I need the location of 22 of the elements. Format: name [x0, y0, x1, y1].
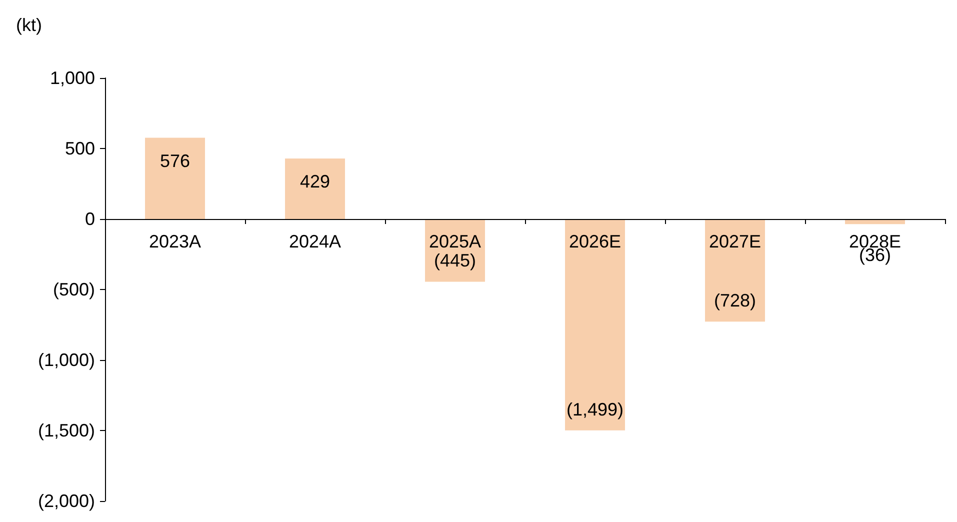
x-tick-label: 2027E: [708, 231, 762, 252]
data-label: (728): [714, 290, 756, 311]
bar: [285, 158, 345, 219]
bar: [565, 219, 625, 430]
y-tick-label: 1,000: [50, 68, 95, 88]
data-label: (445): [434, 250, 476, 271]
data-label: (1,499): [566, 399, 624, 420]
data-label: 429: [300, 172, 330, 192]
x-tick-label: 2023A: [148, 231, 202, 252]
data-label: 576: [160, 150, 190, 171]
y-tick-label: 500: [64, 138, 95, 158]
y-tick-label: (1,000): [38, 350, 95, 370]
y-tick-label: 0: [84, 209, 95, 229]
x-tick-label: 2024A: [288, 231, 342, 252]
bar: [145, 138, 205, 219]
x-tick-label: 2026E: [568, 231, 622, 252]
y-tick-label: (1,500): [38, 420, 95, 440]
y-tick-label: (500): [52, 280, 95, 300]
y-tick-label: (2,000): [38, 491, 95, 511]
x-tick-label: 2025A: [428, 231, 482, 252]
y-axis-title: (kt): [16, 15, 42, 35]
bar: [705, 219, 765, 322]
